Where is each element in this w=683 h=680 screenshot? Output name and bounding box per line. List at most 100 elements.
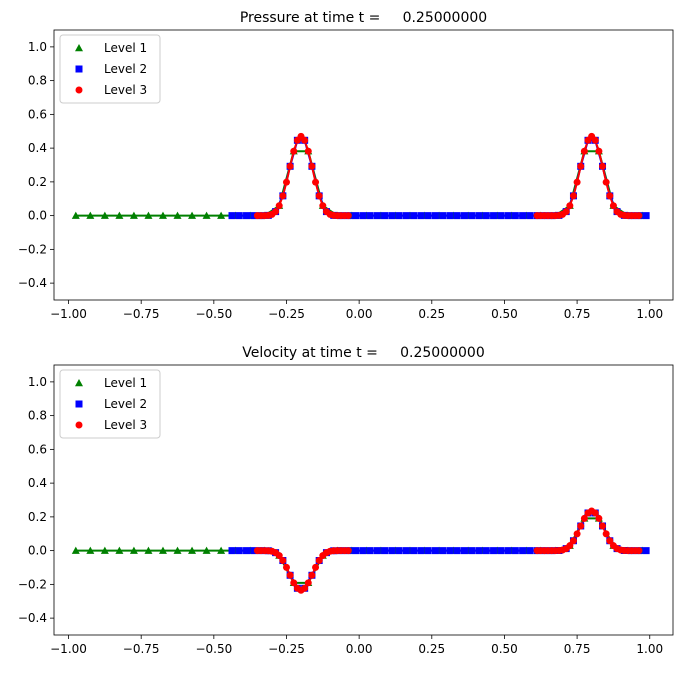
data-point bbox=[275, 202, 283, 210]
data-point bbox=[243, 547, 251, 555]
data-point bbox=[410, 212, 418, 220]
data-point bbox=[482, 212, 490, 220]
x-tick-label: 0.25 bbox=[418, 307, 445, 321]
data-point bbox=[290, 579, 298, 587]
x-tick-label: 0.00 bbox=[346, 307, 373, 321]
data-point bbox=[86, 211, 95, 219]
data-point bbox=[460, 547, 468, 555]
data-point bbox=[431, 212, 439, 220]
x-tick-label: −0.50 bbox=[195, 642, 232, 656]
data-point bbox=[144, 546, 153, 554]
legend: Level 1 Level 2 Level 3 bbox=[59, 34, 161, 104]
data-point bbox=[344, 212, 352, 220]
data-point bbox=[366, 547, 374, 555]
data-point bbox=[217, 546, 226, 554]
data-point bbox=[602, 178, 610, 186]
data-point bbox=[279, 192, 287, 200]
series-line bbox=[75, 150, 643, 217]
x-tick-label: −0.25 bbox=[268, 642, 305, 656]
y-tick-label: 0.0 bbox=[28, 544, 47, 558]
data-point bbox=[475, 212, 483, 220]
plot-area bbox=[71, 132, 650, 220]
data-point bbox=[453, 212, 461, 220]
data-point bbox=[312, 563, 320, 571]
data-point bbox=[511, 547, 519, 555]
series-line bbox=[537, 134, 639, 217]
data-point bbox=[490, 212, 498, 220]
data-point bbox=[526, 547, 534, 555]
data-point bbox=[173, 546, 182, 554]
x-tick-label: 0.50 bbox=[491, 307, 518, 321]
data-point bbox=[315, 192, 323, 200]
data-point bbox=[100, 211, 109, 219]
data-point bbox=[573, 530, 581, 538]
data-point bbox=[173, 211, 182, 219]
data-point bbox=[319, 202, 327, 210]
x-tick-label: 0.50 bbox=[491, 642, 518, 656]
data-point bbox=[235, 212, 243, 220]
data-point bbox=[642, 547, 650, 555]
data-point bbox=[158, 211, 167, 219]
y-tick-label: 0.2 bbox=[28, 510, 47, 524]
data-point bbox=[410, 547, 418, 555]
data-point bbox=[344, 547, 352, 555]
data-point bbox=[417, 547, 425, 555]
plot-area bbox=[71, 507, 650, 594]
data-point bbox=[497, 547, 505, 555]
data-point bbox=[301, 584, 309, 592]
data-point bbox=[395, 547, 403, 555]
data-point bbox=[228, 547, 236, 555]
data-point bbox=[595, 514, 603, 522]
data-point bbox=[202, 546, 211, 554]
data-point bbox=[312, 178, 320, 186]
data-point bbox=[566, 202, 574, 210]
data-point bbox=[395, 212, 403, 220]
legend-label: Level 3 bbox=[104, 83, 147, 97]
data-point bbox=[606, 537, 614, 545]
x-tick-label: 0.75 bbox=[564, 307, 591, 321]
data-point bbox=[439, 212, 447, 220]
data-point bbox=[475, 547, 483, 555]
data-point bbox=[402, 212, 410, 220]
data-point bbox=[609, 202, 617, 210]
data-point bbox=[286, 571, 294, 579]
data-point bbox=[359, 212, 367, 220]
data-point bbox=[359, 547, 367, 555]
y-tick-label: −0.4 bbox=[18, 276, 47, 290]
data-point bbox=[468, 212, 476, 220]
data-point bbox=[482, 547, 490, 555]
data-point bbox=[366, 212, 374, 220]
y-tick-label: 1.0 bbox=[28, 40, 47, 54]
legend-marker bbox=[75, 400, 83, 408]
legend: Level 1 Level 2 Level 3 bbox=[59, 369, 161, 439]
data-point bbox=[71, 546, 80, 554]
x-tick-label: 0.75 bbox=[564, 642, 591, 656]
legend-marker bbox=[75, 421, 83, 429]
legend-label: Level 1 bbox=[104, 376, 147, 390]
data-point bbox=[562, 208, 570, 216]
axes-1: Pressure at time t = 0.25000000 −1.00 −0.7… bbox=[18, 10, 674, 321]
data-point bbox=[188, 546, 197, 554]
data-point bbox=[315, 557, 323, 565]
legend-marker bbox=[75, 379, 83, 387]
legend-label: Level 2 bbox=[104, 62, 147, 76]
data-point bbox=[446, 212, 454, 220]
data-point bbox=[290, 147, 298, 155]
data-point bbox=[566, 542, 574, 550]
data-point bbox=[129, 546, 138, 554]
data-point bbox=[352, 547, 360, 555]
data-point bbox=[497, 212, 505, 220]
x-tick-label: −0.75 bbox=[123, 642, 160, 656]
data-point bbox=[599, 522, 607, 530]
data-point bbox=[511, 212, 519, 220]
data-point bbox=[580, 514, 588, 522]
data-point bbox=[439, 547, 447, 555]
x-tick-label: −0.75 bbox=[123, 307, 160, 321]
data-point bbox=[228, 212, 236, 220]
data-point bbox=[129, 211, 138, 219]
data-point bbox=[86, 546, 95, 554]
legend-frame bbox=[59, 34, 161, 104]
data-point bbox=[504, 547, 512, 555]
data-point bbox=[460, 212, 468, 220]
data-point bbox=[115, 546, 124, 554]
